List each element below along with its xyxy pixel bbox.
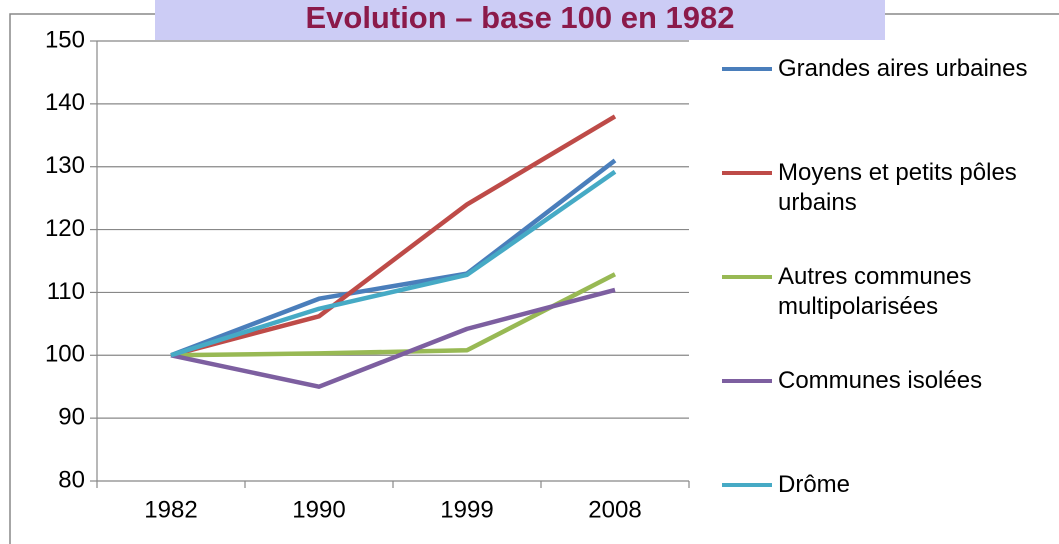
legend-item: Grandes aires urbaines (722, 54, 1040, 84)
legend-swatch (722, 483, 772, 487)
y-tick-label: 150 (45, 26, 85, 53)
legend-item: Autres communes multipolarisées (722, 262, 1040, 322)
y-tick-label: 100 (45, 341, 85, 368)
legend-label: Drôme (778, 471, 851, 498)
series-line (170, 169, 617, 358)
y-tick-label: 120 (45, 215, 85, 242)
x-tick-label: 1982 (144, 496, 197, 523)
legend-item: Communes isolées (722, 366, 1040, 396)
legend-swatch (722, 275, 772, 279)
legend-item: Drôme (722, 470, 1040, 500)
legend-label: Grandes aires urbaines (778, 55, 1028, 82)
y-tick-label: 140 (45, 89, 85, 116)
series-line (170, 287, 616, 389)
series-line (170, 114, 617, 358)
y-tick-label: 130 (45, 152, 85, 179)
x-tick-label: 1999 (440, 496, 493, 523)
legend-swatch (722, 379, 772, 383)
y-tick-label: 90 (58, 403, 85, 430)
x-tick-label: 2008 (588, 496, 641, 523)
series-line (170, 272, 617, 358)
y-tick-label: 80 (58, 466, 85, 493)
legend-swatch (722, 67, 772, 71)
y-tick-label: 110 (47, 278, 85, 305)
legend-label: Communes isolées (778, 367, 983, 394)
legend-item: Moyens et petits pôles urbains (722, 158, 1040, 218)
legend-label: Moyens et petits pôles urbains (778, 159, 1017, 216)
chart-title: Evolution – base 100 en 1982 (155, 0, 885, 40)
series-line (170, 158, 617, 358)
legend-swatch (722, 171, 772, 175)
x-tick-label: 1990 (292, 496, 345, 523)
legend-label: Autres communes multipolarisées (778, 263, 972, 320)
